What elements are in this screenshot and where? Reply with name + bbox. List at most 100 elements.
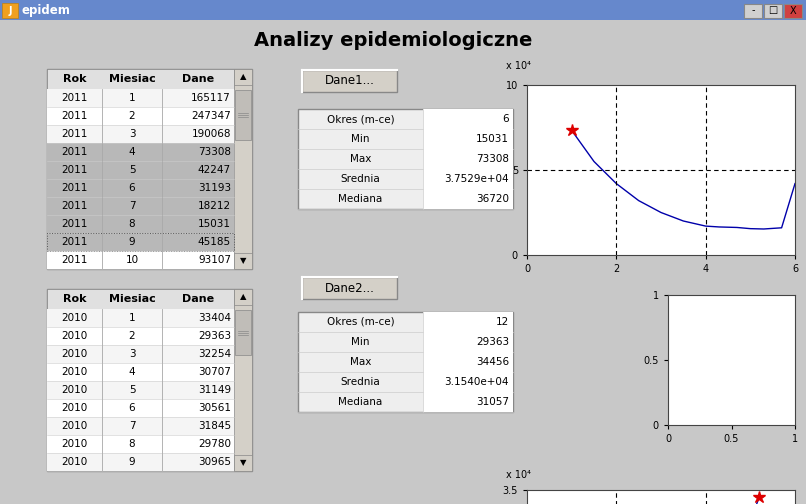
Text: Mediana: Mediana: [339, 194, 383, 204]
Text: Istotnosc: Istotnosc: [540, 155, 590, 165]
Text: 2011: 2011: [61, 201, 88, 211]
Text: Dane: Dane: [182, 294, 214, 304]
Bar: [422, 169, 513, 189]
Text: 2011: 2011: [61, 237, 88, 247]
Text: 32254: 32254: [198, 349, 231, 359]
Text: ▼: ▼: [239, 459, 247, 468]
Text: 30561: 30561: [198, 403, 231, 413]
Text: 2011: 2011: [61, 219, 88, 229]
Bar: [2, 3, 18, 18]
Text: Min: Min: [351, 134, 370, 144]
Bar: [47, 161, 234, 179]
Bar: [422, 129, 513, 149]
Text: Mediana: Mediana: [339, 397, 383, 407]
Text: b.d.: b.d.: [540, 168, 561, 178]
Bar: [47, 69, 234, 89]
Text: 2011: 2011: [61, 165, 88, 175]
Text: 8: 8: [129, 219, 135, 229]
Text: Rok: Rok: [63, 74, 86, 84]
Text: 2010: 2010: [61, 313, 88, 323]
Text: 15031: 15031: [198, 219, 231, 229]
Text: ▲: ▲: [239, 292, 247, 301]
Text: 10: 10: [126, 255, 139, 265]
Bar: [47, 233, 234, 251]
Text: Dane2...: Dane2...: [325, 282, 375, 294]
Bar: [422, 189, 513, 209]
Bar: [422, 352, 513, 372]
Bar: [47, 179, 234, 197]
Text: 9: 9: [129, 237, 135, 247]
Text: Min: Min: [351, 337, 370, 347]
Text: Rok: Rok: [63, 294, 86, 304]
Bar: [47, 309, 234, 327]
Bar: [47, 215, 234, 233]
Text: 5: 5: [129, 385, 135, 395]
Text: 3: 3: [129, 349, 135, 359]
Text: 93107: 93107: [198, 255, 231, 265]
Text: 34456: 34456: [476, 357, 509, 367]
Text: ▲: ▲: [239, 73, 247, 82]
Text: 4: 4: [129, 147, 135, 157]
Text: Srednia: Srednia: [340, 174, 380, 184]
Text: 30965: 30965: [198, 457, 231, 467]
Bar: [235, 90, 251, 140]
Text: -: -: [751, 6, 754, 16]
Bar: [47, 251, 234, 269]
Text: 29780: 29780: [198, 439, 231, 449]
Bar: [744, 4, 762, 18]
Bar: [784, 4, 802, 18]
Bar: [47, 89, 234, 107]
Text: x 10⁴: x 10⁴: [505, 470, 530, 480]
Text: Miesiac: Miesiac: [109, 294, 156, 304]
Text: 4: 4: [129, 367, 135, 377]
Bar: [47, 327, 234, 345]
Bar: [764, 4, 782, 18]
Text: □: □: [768, 6, 778, 16]
Text: 31193: 31193: [198, 183, 231, 193]
Bar: [47, 197, 234, 215]
Bar: [47, 435, 234, 453]
Text: 31057: 31057: [476, 397, 509, 407]
Text: X: X: [790, 6, 796, 16]
Bar: [0, 0, 806, 20]
Text: 3.1540e+04: 3.1540e+04: [444, 377, 509, 387]
Bar: [47, 69, 252, 269]
Bar: [298, 312, 513, 412]
Text: x 10⁴: x 10⁴: [505, 61, 530, 72]
Text: Korelacja R: Korelacja R: [540, 129, 602, 139]
Text: 2: 2: [129, 331, 135, 341]
Text: epidem: epidem: [22, 4, 71, 17]
Text: 73308: 73308: [476, 154, 509, 164]
Text: 2010: 2010: [61, 331, 88, 341]
Bar: [302, 277, 397, 299]
Bar: [47, 363, 234, 381]
Bar: [47, 289, 252, 471]
Text: 3: 3: [129, 129, 135, 139]
Text: 2010: 2010: [61, 367, 88, 377]
Text: 30707: 30707: [198, 367, 231, 377]
Text: 8: 8: [129, 439, 135, 449]
Text: 1: 1: [129, 313, 135, 323]
Text: 31845: 31845: [198, 421, 231, 431]
Text: 2011: 2011: [61, 183, 88, 193]
Text: 3.7529e+04: 3.7529e+04: [444, 174, 509, 184]
Bar: [47, 107, 234, 125]
Bar: [234, 455, 252, 471]
Text: 247347: 247347: [191, 111, 231, 121]
Text: 165117: 165117: [191, 93, 231, 103]
Bar: [47, 417, 234, 435]
Bar: [47, 381, 234, 399]
Bar: [234, 253, 252, 269]
Bar: [234, 69, 252, 269]
Text: 45185: 45185: [198, 237, 231, 247]
Bar: [422, 392, 513, 412]
Bar: [422, 149, 513, 169]
Text: 6: 6: [502, 114, 509, 124]
Text: 73308: 73308: [198, 147, 231, 157]
Text: 2011: 2011: [61, 129, 88, 139]
Text: Okres (m-ce): Okres (m-ce): [326, 114, 394, 124]
Text: Srednia: Srednia: [340, 377, 380, 387]
Bar: [47, 125, 234, 143]
Text: 2011: 2011: [61, 111, 88, 121]
Text: Miesiac: Miesiac: [109, 74, 156, 84]
